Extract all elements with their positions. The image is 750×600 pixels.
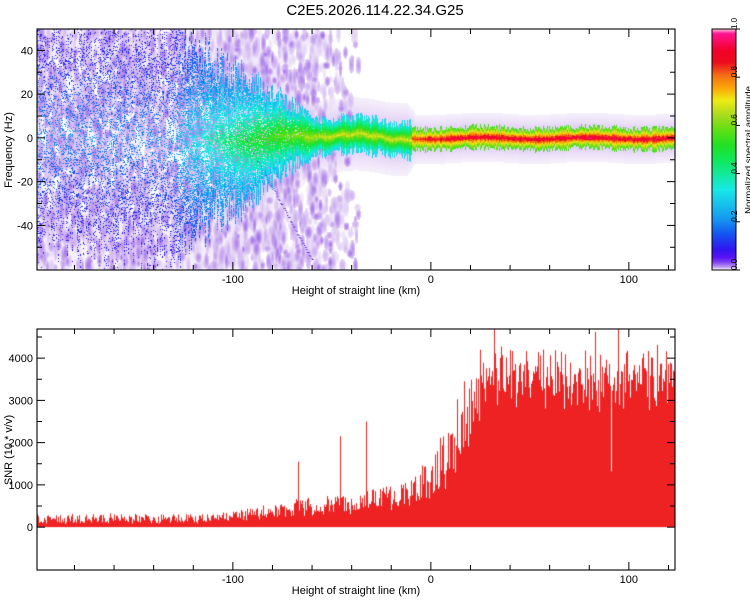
svg-text:-20: -20: [17, 177, 33, 189]
svg-text:1.0: 1.0: [730, 17, 739, 29]
svg-text:0: 0: [428, 574, 434, 586]
svg-text:0: 0: [27, 133, 33, 145]
svg-text:-100: -100: [222, 574, 244, 586]
svg-text:4000: 4000: [9, 353, 33, 365]
svg-text:-40: -40: [17, 220, 33, 232]
svg-text:Normalized spectral amplitude: Normalized spectral amplitude: [744, 86, 750, 214]
svg-text:Height of straight line (km): Height of straight line (km): [292, 285, 420, 297]
svg-text:2000: 2000: [9, 438, 33, 450]
svg-text:1000: 1000: [9, 480, 33, 492]
svg-text:3000: 3000: [9, 395, 33, 407]
svg-text:100: 100: [620, 574, 638, 586]
svg-text:Frequency (Hz): Frequency (Hz): [3, 112, 15, 188]
svg-text:0: 0: [27, 522, 33, 534]
svg-text:-100: -100: [222, 274, 244, 286]
svg-text:100: 100: [620, 274, 638, 286]
svg-text:0: 0: [428, 274, 434, 286]
svg-text:SNR (10 * v/v): SNR (10 * v/v): [3, 415, 15, 485]
svg-text:20: 20: [21, 89, 33, 101]
svg-text:40: 40: [21, 45, 33, 57]
svg-text:Height of straight line (km): Height of straight line (km): [292, 585, 420, 597]
